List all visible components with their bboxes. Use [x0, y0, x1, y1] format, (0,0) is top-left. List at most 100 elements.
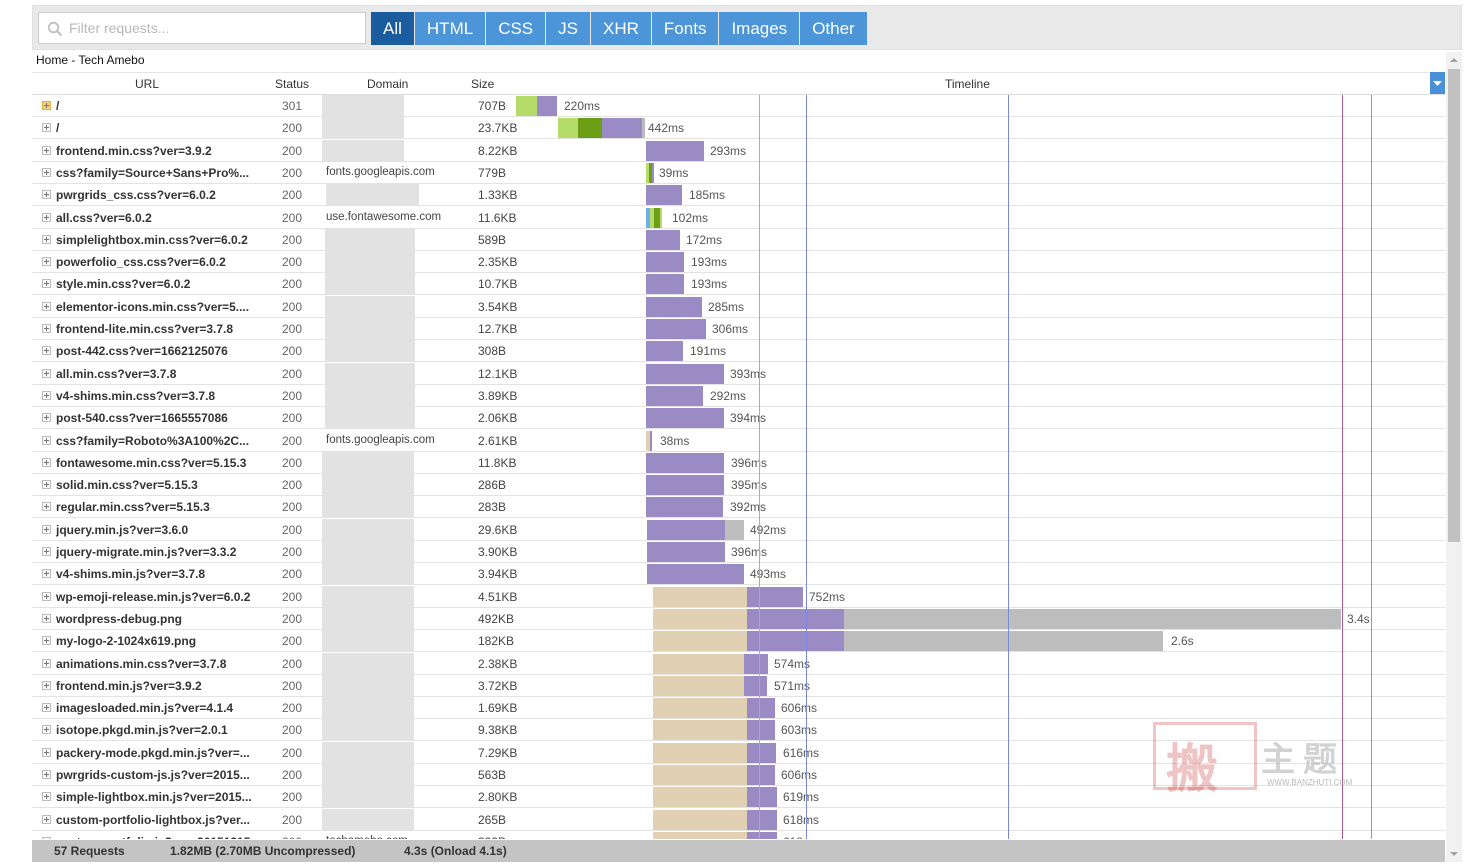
expand-icon[interactable]	[42, 435, 51, 445]
table-row[interactable]: frontend-lite.min.css?ver=3.7.8 200 12.7KB…	[32, 318, 1445, 340]
filter-tab-js[interactable]: JS	[546, 12, 590, 45]
table-row[interactable]: regular.min.css?ver=5.15.3 200 283B 392ms	[32, 496, 1445, 519]
table-row[interactable]: style.min.css?ver=6.0.2 200 10.7KB 193ms	[32, 273, 1445, 296]
filter-tab-images[interactable]: Images	[719, 12, 800, 45]
expand-icon[interactable]	[42, 569, 51, 579]
expand-icon[interactable]	[42, 413, 51, 423]
expand-icon[interactable]	[42, 145, 51, 155]
table-row[interactable]: jquery-migrate.min.js?ver=3.3.2 200 3.90KB…	[32, 541, 1445, 563]
expand-icon[interactable]	[42, 234, 51, 244]
expand-icon[interactable]	[42, 658, 51, 668]
expand-icon[interactable]	[42, 101, 51, 110]
filter-tab-fonts[interactable]: Fonts	[651, 12, 719, 45]
expand-icon[interactable]	[42, 324, 51, 333]
scrollbar[interactable]	[1446, 52, 1462, 862]
table-row[interactable]: all.min.css?ver=3.7.8 200 12.1KB 393ms	[32, 362, 1445, 385]
expand-icon[interactable]	[42, 123, 51, 133]
expand-icon[interactable]	[42, 836, 51, 839]
table-row[interactable]: jquery.min.js?ver=3.6.0 200 29.6KB 492ms	[32, 518, 1445, 541]
expand-icon[interactable]	[42, 167, 51, 177]
timeline-segment	[747, 831, 777, 839]
table-row[interactable]: simplelightbox.min.css?ver=6.0.2 200 589B 1…	[32, 228, 1445, 251]
column-timeline-header[interactable]: Timeline	[945, 77, 990, 91]
table-row[interactable]: simple-lightbox.min.js?ver=2015... 200 2.8…	[32, 786, 1445, 809]
table-row[interactable]: v4-shims.min.js?ver=3.7.8 200 3.94KB 493ms	[32, 563, 1445, 586]
filter-tab-all[interactable]: All	[371, 12, 414, 45]
table-row[interactable]: all.css?ver=6.0.2 200 use.fontawesome.com 1…	[32, 207, 1445, 229]
timeline-bar-group	[32, 340, 1445, 362]
table-row[interactable]: powerfolio_css.css?ver=6.0.2 200 2.35KB 193…	[32, 251, 1445, 274]
table-row[interactable]: post-540.css?ver=1665557086 200 2.06KB 394m…	[32, 407, 1445, 430]
column-status-header[interactable]: Status	[275, 77, 310, 91]
expand-icon[interactable]	[42, 747, 51, 757]
expand-icon[interactable]	[42, 190, 51, 200]
table-row[interactable]: animations.min.css?ver=3.7.8 200 2.38KB 574…	[32, 652, 1445, 675]
filter-tab-css[interactable]: CSS	[486, 12, 546, 45]
request-duration: 752ms	[809, 589, 846, 604]
request-duration: 285ms	[708, 299, 745, 314]
expand-icon[interactable]	[42, 814, 51, 824]
table-row[interactable]: / 301 707B 220ms	[32, 95, 1445, 117]
search-icon	[47, 21, 63, 37]
filter-tab-other[interactable]: Other	[800, 12, 867, 45]
table-row[interactable]: v4-shims.min.css?ver=3.7.8 200 3.89KB 292ms	[32, 384, 1445, 407]
expand-icon[interactable]	[42, 547, 51, 556]
scroll-thumb[interactable]	[1448, 69, 1460, 542]
column-domain-header[interactable]: Domain	[367, 77, 409, 91]
table-row[interactable]: imagesloaded.min.js?ver=4.1.4 200 1.69KB 60…	[32, 697, 1445, 720]
expand-icon[interactable]	[42, 770, 51, 779]
expand-icon[interactable]	[42, 368, 51, 378]
expand-icon[interactable]	[42, 212, 51, 222]
table-row[interactable]: / 200 23.7KB 442ms	[32, 117, 1445, 140]
redacted-domain	[322, 451, 414, 474]
expand-icon[interactable]	[42, 725, 51, 735]
column-url-header[interactable]: URL	[135, 77, 160, 91]
expand-icon[interactable]	[42, 502, 51, 512]
table-row[interactable]: wordpress-debug.png 200 492KB 3.4s	[32, 607, 1445, 630]
request-size: 29.6KB	[478, 522, 518, 537]
redacted-domain	[322, 585, 414, 608]
request-status: 200	[282, 411, 303, 426]
expand-icon[interactable]	[42, 524, 51, 534]
table-row[interactable]: custom-portfolio-lightbox.js?ver... 200 26…	[32, 808, 1445, 831]
timeline-segment	[646, 229, 680, 250]
search-box[interactable]	[38, 12, 366, 44]
expand-icon[interactable]	[42, 301, 51, 311]
filter-tab-html[interactable]: HTML	[414, 12, 486, 45]
table-row[interactable]: wp-emoji-release.min.js?ver=6.0.2 200 4.51…	[32, 585, 1445, 608]
table-row[interactable]: elementor-icons.min.css?ver=5.... 200 3.54…	[32, 295, 1445, 318]
expand-icon[interactable]	[42, 346, 51, 356]
column-size-header[interactable]: Size	[471, 77, 495, 91]
table-row[interactable]: solid.min.css?ver=5.15.3 200 286B 395ms	[32, 474, 1445, 497]
table-row[interactable]: frontend.min.js?ver=3.9.2 200 3.72KB 571ms	[32, 674, 1445, 697]
expand-icon[interactable]	[42, 792, 51, 802]
table-row[interactable]: css?family=Roboto%3A100%2C... 200 fonts.go…	[32, 430, 1445, 452]
expand-icon[interactable]	[42, 279, 51, 289]
table-row[interactable]: fontawesome.min.css?ver=5.15.3 200 11.8KB 3…	[32, 451, 1445, 474]
table-row[interactable]: pwrgrids-custom-js.js?ver=2015... 200 563B…	[32, 764, 1445, 786]
expand-icon[interactable]	[42, 257, 51, 267]
scroll-down-icon[interactable]	[1446, 846, 1462, 862]
table-row[interactable]: post-442.css?ver=1662125076 200 308B 191ms	[32, 340, 1445, 363]
expand-icon[interactable]	[42, 613, 51, 623]
table-row[interactable]: frontend.min.css?ver=3.9.2 200 8.22KB 293ms	[32, 139, 1445, 162]
expand-icon[interactable]	[42, 591, 51, 601]
expand-icon[interactable]	[42, 457, 51, 467]
timeline-segment	[747, 586, 803, 607]
table-row[interactable]: packery-mode.pkgd.min.js?ver=... 200 7.29K…	[32, 741, 1445, 764]
expand-icon[interactable]	[42, 480, 51, 490]
scroll-up-icon[interactable]	[1446, 52, 1462, 68]
table-row[interactable]: custom-portfolio.js?ver=20151215 200 techa…	[32, 831, 1445, 839]
filter-tab-xhr[interactable]: XHR	[591, 12, 651, 45]
expand-icon[interactable]	[42, 390, 51, 400]
table-row[interactable]: css?family=Source+Sans+Pro%... 200 fonts.g…	[32, 162, 1445, 184]
table-row[interactable]: my-logo-2-1024x619.png 200 182KB 2.6s	[32, 630, 1445, 653]
expand-icon[interactable]	[42, 636, 51, 646]
table-row[interactable]: pwrgrids_css.css?ver=6.0.2 200 1.33KB 185ms	[32, 184, 1445, 207]
table-row[interactable]: isotope.pkgd.min.js?ver=2.0.1 200 9.38KB 60…	[32, 719, 1445, 742]
sort-dropdown-button[interactable]	[1430, 72, 1445, 94]
expand-icon[interactable]	[42, 703, 51, 713]
search-input[interactable]	[69, 17, 359, 39]
expand-icon[interactable]	[42, 680, 51, 690]
